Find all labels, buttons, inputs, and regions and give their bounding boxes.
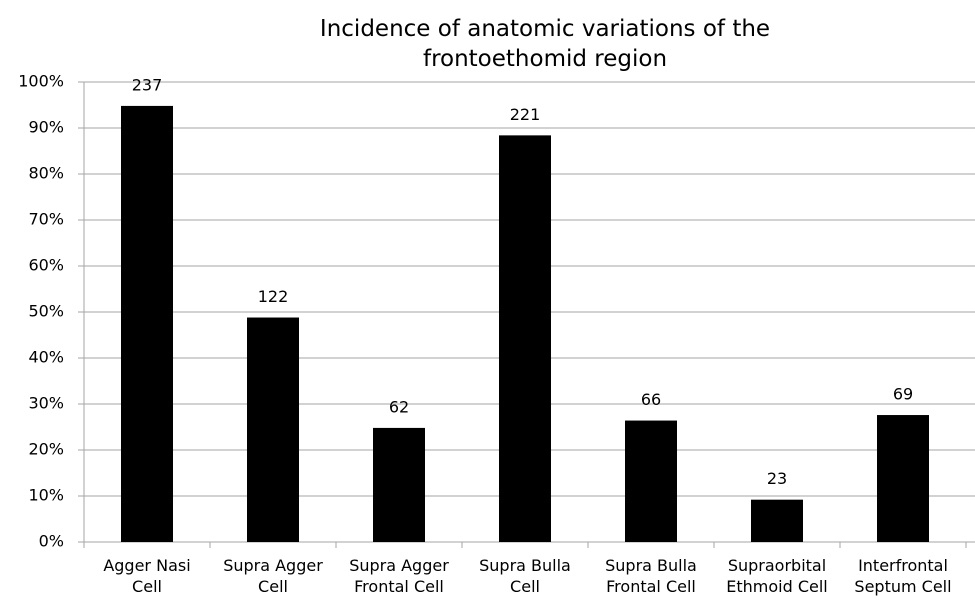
- x-tick-label: Supra Agger Frontal Cell: [349, 556, 449, 596]
- y-tick-label: 20%: [28, 440, 64, 459]
- y-tick-label: 10%: [28, 486, 64, 505]
- data-label: 23: [767, 469, 787, 488]
- y-tick-label: 50%: [28, 302, 64, 321]
- y-tick-label: 30%: [28, 394, 64, 413]
- y-tick-label: 40%: [28, 348, 64, 367]
- chart-title: Incidence of anatomic variations of the …: [319, 16, 771, 72]
- data-label: 122: [258, 287, 289, 306]
- y-tick-label: 90%: [28, 118, 64, 137]
- bar: [499, 135, 551, 543]
- y-tick-label: 0%: [39, 532, 64, 551]
- y-tick-label: 70%: [28, 210, 64, 229]
- bar: [751, 499, 803, 542]
- x-tick-label: Supraorbital Ethmoid Cell: [726, 556, 828, 596]
- bar: [625, 420, 677, 542]
- data-label: 62: [389, 397, 409, 416]
- data-label: 69: [893, 385, 913, 404]
- bar: [373, 427, 425, 542]
- bar: [877, 415, 929, 542]
- x-tick-label: Supra Bulla Cell: [479, 556, 571, 596]
- y-tick-label: 80%: [28, 164, 64, 183]
- y-tick-label: 100%: [18, 72, 64, 91]
- bar: [121, 105, 173, 543]
- data-label: 237: [132, 75, 163, 94]
- x-tick-label: Supra Agger Cell: [223, 556, 323, 596]
- x-tick-label: Agger Nasi Cell: [103, 556, 191, 596]
- y-tick-label: 60%: [28, 256, 64, 275]
- x-tick-label: Supra Bulla Frontal Cell: [605, 556, 697, 596]
- data-label: 221: [510, 105, 541, 124]
- x-tick-label: Interfrontal Septum Cell: [854, 556, 952, 596]
- data-label: 66: [641, 390, 661, 409]
- bar: [247, 317, 299, 542]
